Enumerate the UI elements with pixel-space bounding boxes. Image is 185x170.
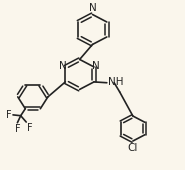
Text: Cl: Cl: [128, 143, 138, 153]
Text: N: N: [92, 61, 100, 71]
Text: N: N: [59, 61, 67, 71]
Text: F: F: [6, 110, 12, 120]
Text: N: N: [89, 3, 96, 13]
Text: F: F: [15, 124, 20, 134]
Text: F: F: [27, 123, 33, 133]
Text: NH: NH: [108, 77, 123, 87]
